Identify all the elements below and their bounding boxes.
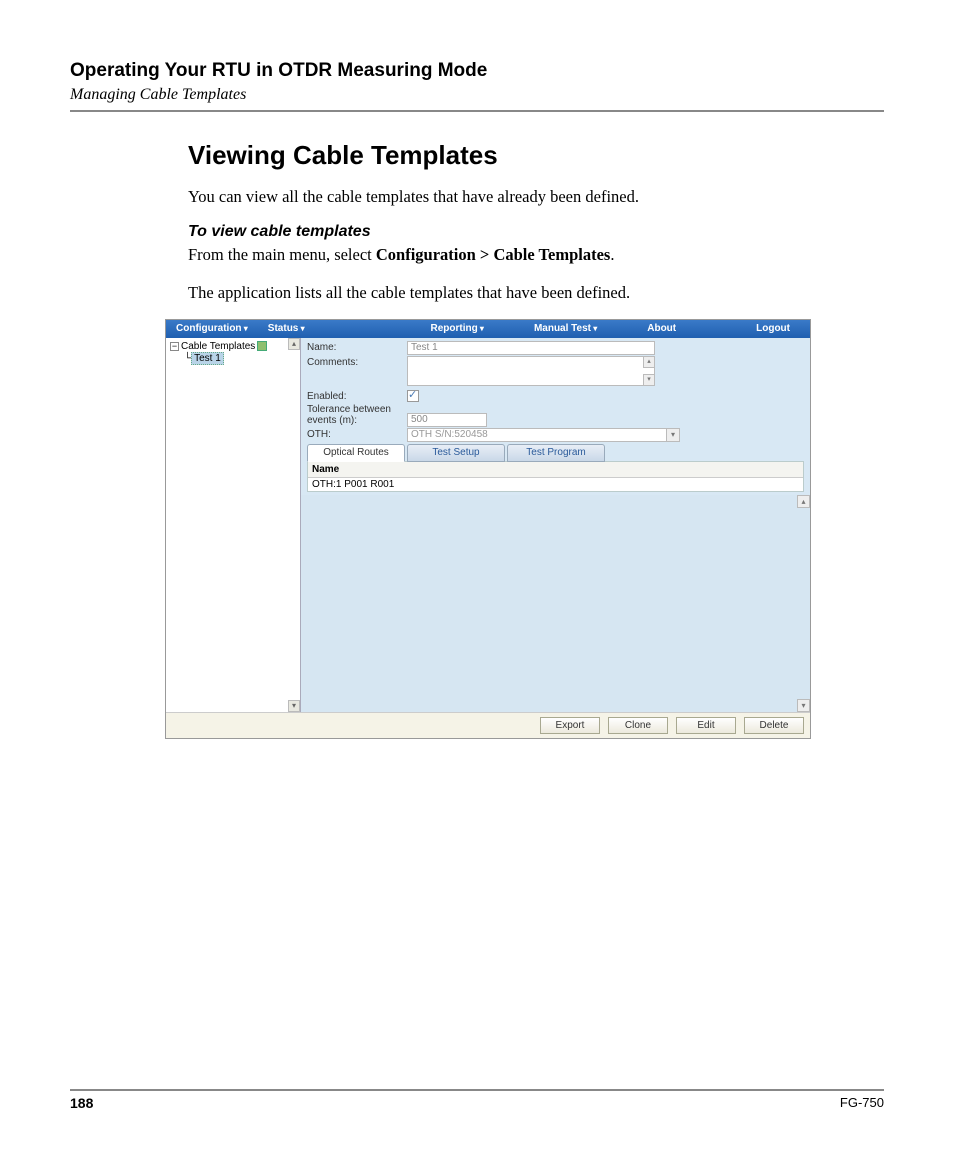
menu-about[interactable]: About [637,323,686,334]
table-scroll-up-icon[interactable]: ▴ [797,495,810,508]
routes-table-body: ▴ ▾ [301,495,810,712]
action-button-row: Export Clone Edit Delete [166,712,810,738]
menu-configuration[interactable]: Configuration [166,323,258,334]
tree-collapse-icon[interactable]: − [170,342,179,351]
routes-row-1[interactable]: OTH:1 P001 R001 [308,478,803,491]
tolerance-input[interactable]: 500 [407,413,487,427]
name-input[interactable]: Test 1 [407,341,655,355]
comments-label: Comments: [307,356,407,368]
menubar: Configuration Status Reporting Manual Te… [166,320,810,338]
enabled-label: Enabled: [307,390,407,402]
comments-scroll-down-icon[interactable]: ▾ [643,374,655,386]
delete-button[interactable]: Delete [744,717,804,734]
clone-button[interactable]: Clone [608,717,668,734]
section-heading: Viewing Cable Templates [188,140,884,171]
tab-optical-routes[interactable]: Optical Routes [307,444,405,462]
detail-pane: Name: Test 1 Comments: ▴ ▾ Enabled: [301,338,810,712]
menu-status[interactable]: Status [258,323,315,334]
chapter-title: Operating Your RTU in OTDR Measuring Mod… [70,60,884,82]
menu-logout[interactable]: Logout [746,323,800,334]
header-rule [70,110,884,112]
routes-col-name: Name [308,462,803,478]
tree-root[interactable]: − Cable Templates [170,341,296,352]
tolerance-label-2: events (m): [307,415,357,426]
page-number: 188 [70,1095,93,1111]
comments-input[interactable]: ▴ ▾ [407,356,655,386]
tab-test-setup[interactable]: Test Setup [407,444,505,462]
step-text-post: . [610,245,614,264]
app-screenshot: Configuration Status Reporting Manual Te… [165,319,811,739]
routes-table-head: Name OTH:1 P001 R001 [307,461,804,492]
tolerance-label-1: Tolerance between [307,404,391,415]
chapter-subtitle: Managing Cable Templates [70,86,884,104]
app-body: ▴ − Cable Templates └Test 1 ▾ Name: Test… [166,338,810,712]
tree-pane: ▴ − Cable Templates └Test 1 ▾ [166,338,301,712]
oth-select[interactable]: OTH S/N:520458 [407,428,667,442]
table-scroll-down-icon[interactable]: ▾ [797,699,810,712]
enabled-checkbox[interactable] [407,390,419,402]
tree-root-label: Cable Templates [181,341,255,352]
tab-test-program[interactable]: Test Program [507,444,605,462]
footer-rule [70,1089,884,1091]
step-paragraph: From the main menu, select Configuration… [188,243,884,267]
doc-id: FG-750 [840,1095,884,1111]
tab-row: Optical Routes Test Setup Test Program [307,444,804,462]
tolerance-label: Tolerance between events (m): [307,403,407,426]
page-footer: 188 FG-750 [70,1089,884,1111]
step-text-pre: From the main menu, select [188,245,376,264]
oth-dropdown-icon[interactable]: ▾ [666,428,680,442]
tree-child[interactable]: └Test 1 [184,353,296,364]
menu-path: Configuration > Cable Templates [376,245,610,264]
tree-root-icon [257,341,267,351]
result-paragraph: The application lists all the cable temp… [188,281,884,305]
tree-scroll-up-icon[interactable]: ▴ [288,338,300,350]
menu-manual-test[interactable]: Manual Test [524,323,607,334]
oth-label: OTH: [307,428,407,440]
edit-button[interactable]: Edit [676,717,736,734]
menu-reporting[interactable]: Reporting [420,323,493,334]
comments-scroll-up-icon[interactable]: ▴ [643,356,655,368]
intro-paragraph: You can view all the cable templates tha… [188,185,884,209]
tree-child-label: Test 1 [191,352,224,365]
form-area: Name: Test 1 Comments: ▴ ▾ Enabled: [301,338,810,495]
procedure-heading: To view cable templates [188,223,884,241]
export-button[interactable]: Export [540,717,600,734]
tree-scroll-down-icon[interactable]: ▾ [288,700,300,712]
name-label: Name: [307,341,407,353]
